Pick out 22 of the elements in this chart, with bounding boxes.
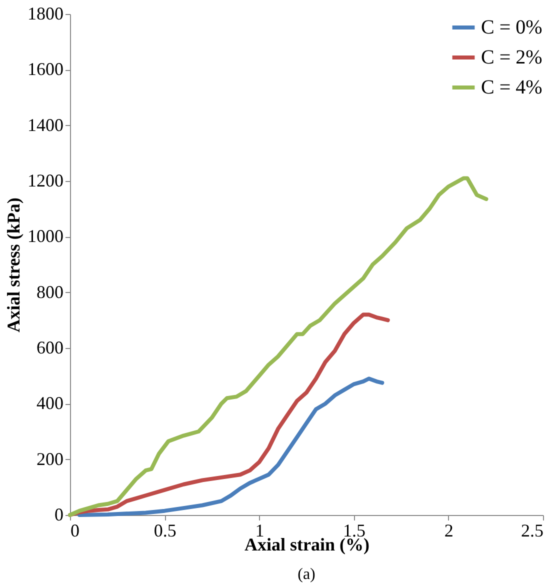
y-tick-label: 1600 — [28, 59, 64, 80]
y-tick-label: 0 — [54, 504, 64, 524]
legend-label: C = 4% — [481, 76, 542, 98]
x-tick-label: 2.5 — [521, 520, 544, 540]
x-tick-label: 0 — [70, 520, 80, 540]
y-tick-label: 1200 — [28, 170, 64, 190]
x-tick-label: 1 — [255, 520, 264, 540]
y-tick-label: 200 — [36, 448, 64, 469]
legend-label: C = 2% — [481, 46, 542, 68]
text: (a) — [298, 566, 316, 583]
y-tick-label: 800 — [36, 282, 64, 302]
y-axis-title: Axial stress (kPa) — [4, 198, 24, 332]
y-tick-label: 1400 — [28, 114, 64, 135]
legend-label: C = 0% — [481, 16, 542, 38]
x-tick-label: 2 — [444, 520, 454, 540]
line-series — [68, 176, 488, 517]
y-tick-label: 1000 — [28, 226, 64, 246]
y-tick-label: 600 — [36, 338, 64, 358]
x-tick-label: 0.5 — [154, 520, 176, 540]
y-tick-label: 1800 — [28, 4, 64, 24]
line-series — [77, 376, 384, 517]
y-tick-label: 400 — [36, 393, 64, 414]
